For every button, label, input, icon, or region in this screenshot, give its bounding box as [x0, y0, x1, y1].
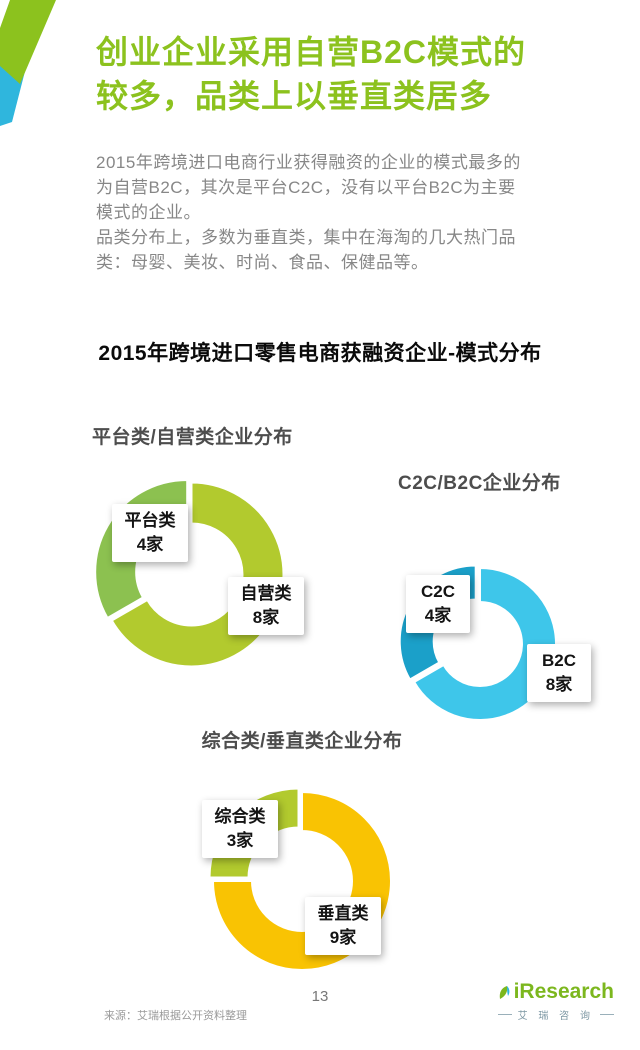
logo-text: iResearch	[513, 980, 614, 1003]
intro-line: 类：母婴、美妆、时尚、食品、保健品等。	[96, 253, 429, 272]
page-title-line1: 创业企业采用自营B2C模式的	[96, 34, 527, 70]
callout-label: 自营类	[240, 584, 292, 603]
callout-platform: 平台类 4家	[112, 504, 188, 562]
leaf-icon	[499, 985, 509, 999]
logo-sub-text: 艾 瑞 咨 询	[517, 1011, 594, 1022]
intro-line: 为自营B2C，其次是平台C2C，没有以平台B2C为主要	[96, 178, 516, 197]
page-title: 创业企业采用自营B2C模式的 较多，品类上以垂直类居多	[96, 30, 596, 118]
chart-title-c2c-b2c: C2C/B2C企业分布	[398, 473, 561, 494]
logo-wordmark: iResearch	[498, 980, 614, 1004]
logo-subtitle: 艾 瑞 咨 询	[497, 1007, 614, 1022]
callout-count: 4家	[136, 535, 164, 554]
chart-title-platform-self: 平台类/自营类企业分布	[92, 427, 293, 448]
logo-dash-right	[599, 1014, 614, 1015]
iresearch-logo: iResearch 艾 瑞 咨 询	[497, 980, 614, 1022]
intro-line: 模式的企业。	[96, 203, 201, 222]
page-number: 13	[311, 988, 329, 1005]
callout-label: 综合类	[214, 807, 266, 826]
callout-count: 8家	[252, 608, 280, 627]
page-title-line2: 较多，品类上以垂直类居多	[96, 78, 493, 114]
source-note: 来源：艾瑞根据公开资料整理	[104, 1010, 247, 1022]
callout-vertical: 垂直类 9家	[305, 897, 381, 955]
logo-dash-left	[497, 1014, 512, 1015]
callout-count: 3家	[226, 831, 254, 850]
callout-b2c: B2C 8家	[527, 644, 591, 702]
callout-label: 垂直类	[317, 904, 369, 923]
callout-self-operated: 自营类 8家	[228, 577, 304, 635]
callout-label: C2C	[420, 582, 455, 601]
callout-c2c: C2C 4家	[406, 575, 470, 633]
callout-general: 综合类 3家	[202, 800, 278, 858]
intro-line: 2015年跨境进口电商行业获得融资的企业的模式最多的	[96, 153, 521, 172]
callout-label: 平台类	[124, 511, 176, 530]
callout-count: 9家	[329, 928, 357, 947]
chart-title-general-vertical: 综合类/垂直类企业分布	[201, 731, 403, 752]
callout-count: 8家	[545, 675, 573, 694]
callout-count: 4家	[424, 606, 452, 625]
callout-label: B2C	[541, 651, 576, 670]
intro-paragraph: 2015年跨境进口电商行业获得融资的企业的模式最多的 为自营B2C，其次是平台C…	[96, 150, 576, 275]
section-title: 2015年跨境进口零售电商获融资企业-模式分布	[98, 342, 542, 365]
corner-decoration-icon	[0, 0, 56, 126]
intro-line: 品类分布上，多数为垂直类，集中在海淘的几大热门品	[96, 228, 516, 247]
